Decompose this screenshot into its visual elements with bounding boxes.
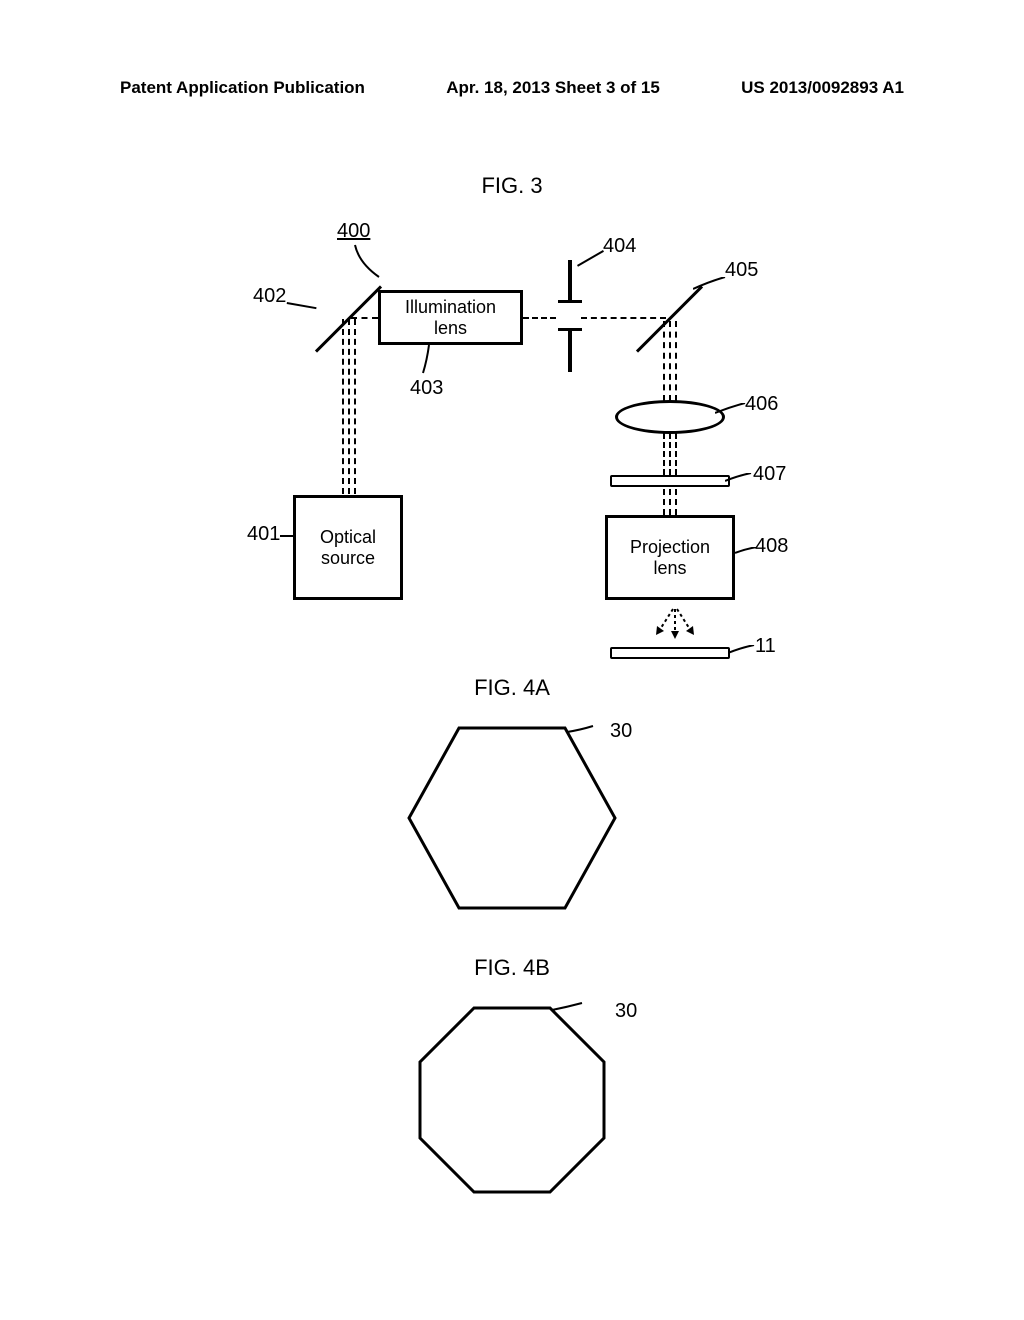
leader-408 — [735, 547, 761, 557]
hexagon-icon — [409, 728, 615, 908]
fig4a-shape — [0, 718, 1024, 918]
octagon-icon — [420, 1008, 604, 1192]
beam-aperture-to-mirror2 — [581, 317, 666, 319]
label-407: 407 — [753, 463, 786, 486]
label-400: 400 — [337, 220, 370, 243]
mask-407 — [610, 475, 730, 487]
fig3-diagram: 400 402 Illumination lens 403 404 405 — [225, 215, 795, 655]
label-11: 11 — [755, 635, 776, 658]
optical-source-box: Optical source — [293, 495, 403, 600]
label-30-a: 30 — [610, 720, 632, 743]
leader-400 — [345, 243, 395, 283]
projection-lens-box: Projection lens — [605, 515, 735, 600]
lens-406 — [615, 400, 725, 434]
beam-mirror-to-illum — [351, 317, 378, 319]
divergence-arrows-icon — [645, 607, 705, 647]
fig4b-title: FIG. 4B — [0, 955, 1024, 981]
page-header: Patent Application Publication Apr. 18, … — [0, 78, 1024, 98]
fig4b-shape — [0, 998, 1024, 1208]
fig3-title: FIG. 3 — [0, 173, 1024, 199]
label-30-b: 30 — [615, 1000, 637, 1023]
leader-402 — [287, 302, 317, 309]
illumination-lens-label: Illumination lens — [405, 297, 496, 338]
header-center: Apr. 18, 2013 Sheet 3 of 15 — [446, 78, 660, 98]
leader-406 — [715, 403, 751, 417]
leader-401 — [280, 535, 295, 537]
header-right: US 2013/0092893 A1 — [741, 78, 904, 98]
label-403: 403 — [410, 377, 443, 400]
label-402: 402 — [253, 285, 286, 308]
leader-11 — [728, 645, 758, 657]
substrate-11 — [610, 647, 730, 659]
projection-lens-label: Projection lens — [630, 537, 710, 578]
leader-407 — [725, 473, 757, 485]
label-404: 404 — [603, 235, 636, 258]
leader-405 — [693, 277, 731, 293]
header-left: Patent Application Publication — [120, 78, 365, 98]
optical-source-label: Optical source — [320, 527, 376, 568]
illumination-lens-box: Illumination lens — [378, 290, 523, 345]
aperture-stop — [550, 260, 590, 360]
leader-404 — [577, 250, 604, 267]
label-401: 401 — [247, 523, 280, 546]
fig4a-title: FIG. 4A — [0, 675, 1024, 701]
leader-403 — [421, 345, 439, 379]
